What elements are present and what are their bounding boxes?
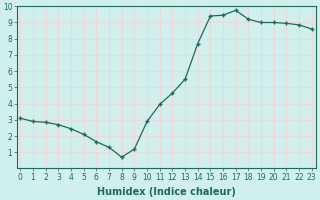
X-axis label: Humidex (Indice chaleur): Humidex (Indice chaleur) (97, 187, 236, 197)
